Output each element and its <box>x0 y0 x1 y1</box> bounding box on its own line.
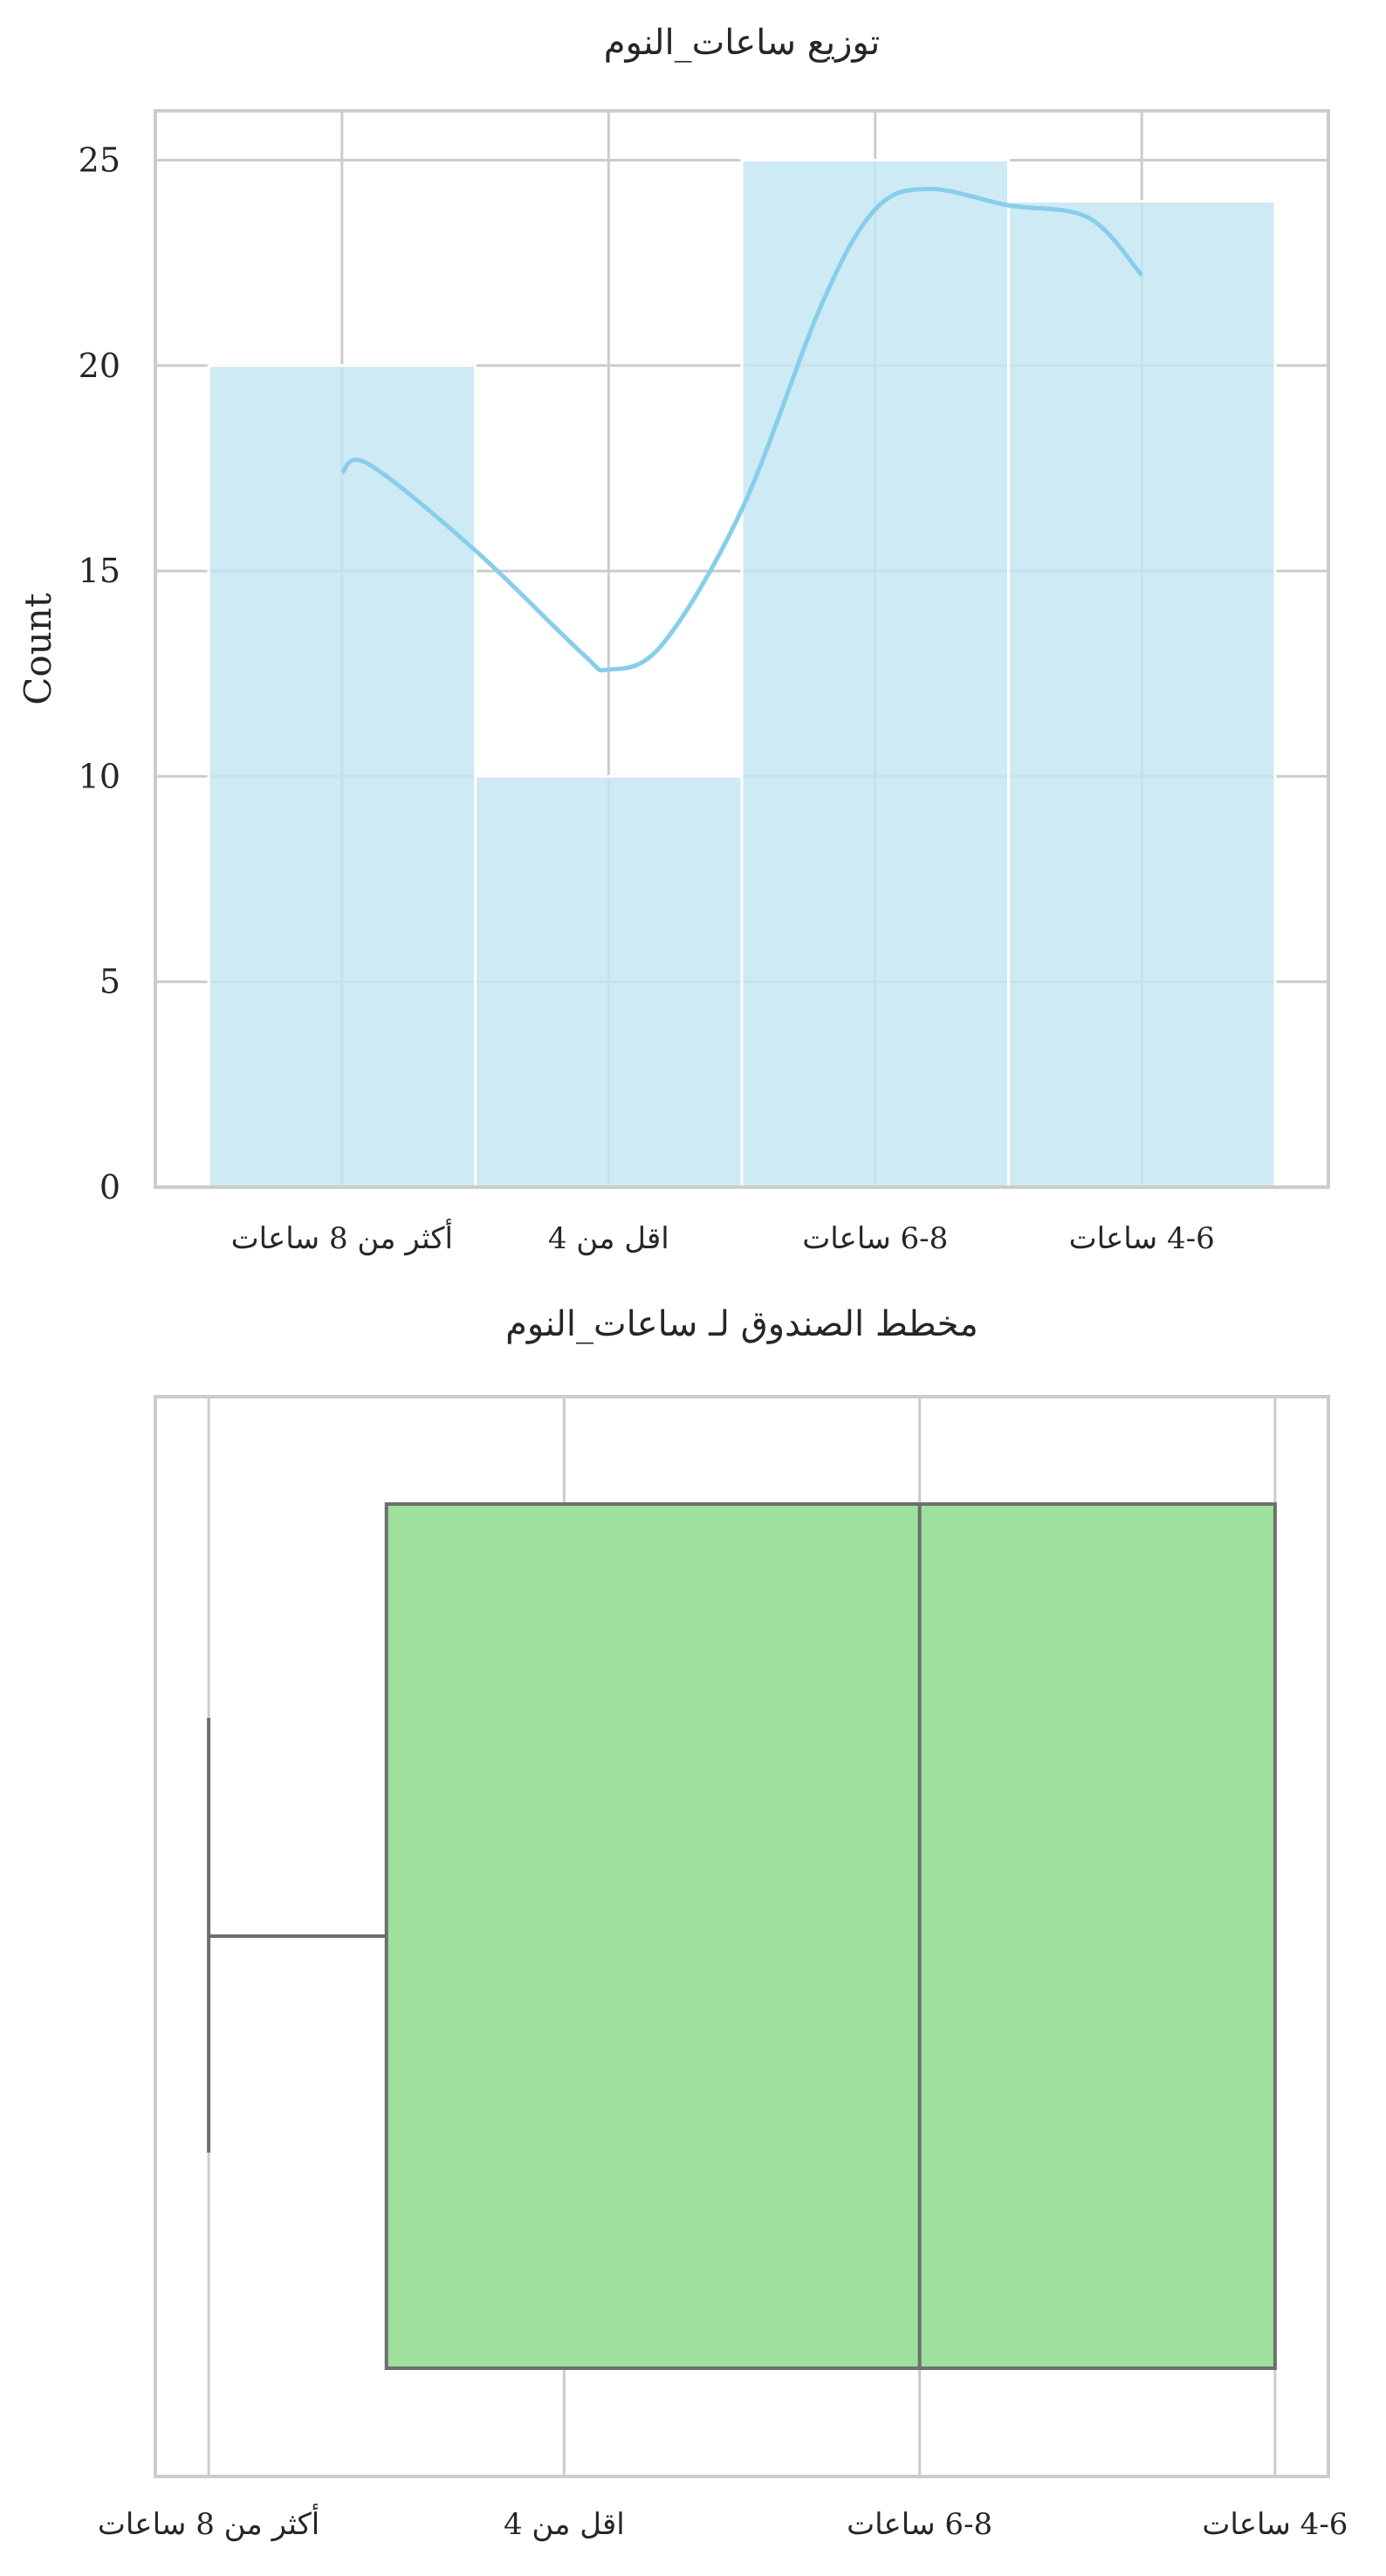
y-tick-label: 20 <box>79 347 120 385</box>
x-tick-label: 4 ﻦﻣ ﻞﻗﺍ <box>504 2507 625 2542</box>
histogram-bar <box>1006 200 1277 1189</box>
histogram-bar <box>740 158 1010 1189</box>
histogram-bars <box>207 158 1277 1189</box>
box <box>384 1502 1277 2370</box>
histogram-x-ticks: أكثر من 8 ساعات اقل من 4 6-8 ساعات 4-6 ساعا… <box>231 1219 1215 1256</box>
x-tick-label: اقل من 4 <box>548 1221 669 1256</box>
x-tick-label: 4-6 ساعات <box>1069 1221 1215 1256</box>
x-tick-label: ﺕﺎﻋﺎﺳ 8 ﻦﻣ ﺮﺜﻛﺃ <box>98 2504 319 2542</box>
y-tick-label: 0 <box>99 1168 120 1206</box>
boxplot-frame <box>154 1395 1330 2478</box>
x-tick-label: 6-8 ساعات <box>802 1221 948 1256</box>
histogram-bar <box>207 364 477 1189</box>
kde-curve <box>340 186 1144 673</box>
histogram-frame <box>154 109 1330 1189</box>
y-tick-label: 15 <box>79 552 120 590</box>
histogram-title: توزيع ساعات_النوم <box>604 23 880 63</box>
y-axis-label: Count <box>17 593 59 705</box>
histogram-y-ticks: 0 5 10 15 20 25 <box>79 141 120 1206</box>
x-tick-label: ﺕﺎﻋﺎﺳ 4-6 <box>1202 2507 1348 2542</box>
y-tick-label: 10 <box>79 757 120 795</box>
histogram-chart: 0 5 10 15 20 25 أكثر من 8 ساعات اقل من 4 6-8 سا… <box>17 23 1330 1256</box>
x-tick-label: ﺕﺎﻋﺎﺳ 6-8 <box>847 2507 992 2542</box>
histogram-bar <box>474 774 744 1189</box>
y-tick-label: 5 <box>99 963 120 1001</box>
x-tick-label: أكثر من 8 ساعات <box>231 1219 453 1256</box>
boxplot-x-ticks: ﺕﺎﻋﺎﺳ 8 ﻦﻣ ﺮﺜﻛﺃ 4 ﻦﻣ ﻞﻗﺍ ﺕﺎﻋﺎﺳ 6-8 ﺕﺎﻋﺎﺳ 4-… <box>98 2504 1348 2542</box>
y-tick-label: 25 <box>79 141 120 179</box>
boxplot-chart: ﺕﺎﻋﺎﺳ 8 ﻦﻣ ﺮﺜﻛﺃ 4 ﻦﻣ ﻞﻗﺍ ﺕﺎﻋﺎﺳ 6-8 ﺕﺎﻋﺎﺳ 4-… <box>98 1304 1348 2542</box>
boxplot-title: مخطط الصندوق لـ ساعات_النوم <box>505 1304 978 1344</box>
